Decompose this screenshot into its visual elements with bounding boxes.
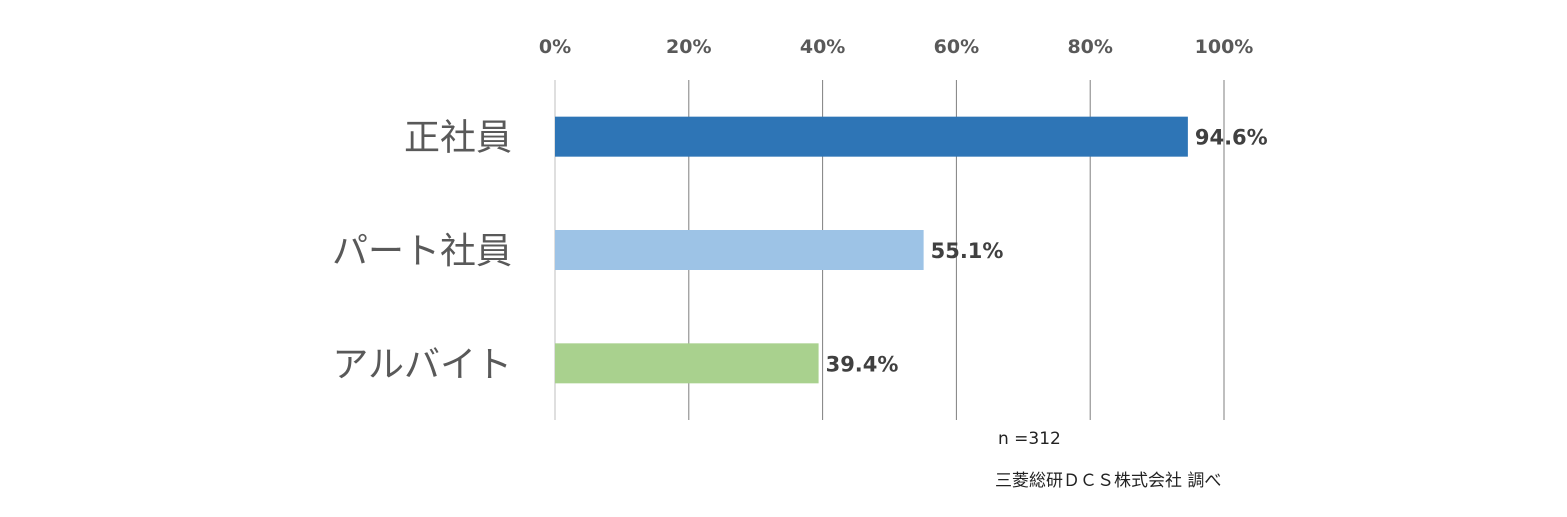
x-tick-label: 80% [1067,36,1112,58]
x-tick-label: 0% [539,36,571,58]
x-tick-label: 60% [934,36,979,58]
sample-size-note: n =312 [998,429,1061,449]
data-label: 39.4% [826,352,899,376]
data-label: 94.6% [1195,126,1268,150]
data-labels: 94.6% 55.1% 39.4% [826,126,1268,377]
x-axis-tick-labels: 0% 20% 40% 60% 80% 100% [539,36,1253,58]
category-label: アルバイト [332,344,512,385]
bar [555,343,819,384]
bar [555,116,1188,157]
x-tick-label: 100% [1195,36,1254,58]
source-note: 三菱総研ＤＣＳ株式会社 調べ [995,471,1222,491]
x-tick-label: 40% [800,36,845,58]
data-label: 55.1% [931,239,1004,263]
x-tick-label: 20% [666,36,711,58]
bar [555,230,924,270]
bars [555,116,1188,384]
category-label: 正社員 [404,118,512,159]
category-label: パート社員 [332,231,512,272]
